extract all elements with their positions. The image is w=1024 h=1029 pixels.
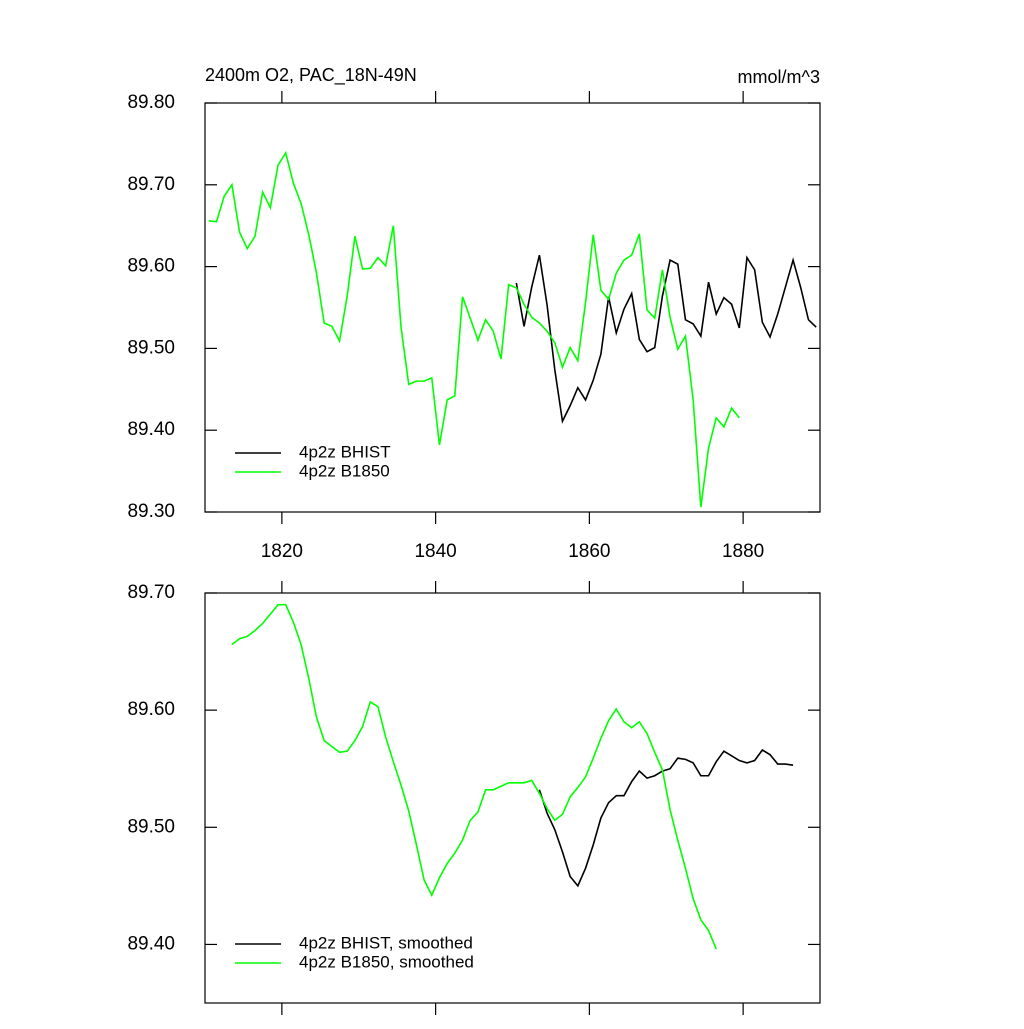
- y-tick-label: 89.40: [127, 419, 175, 440]
- legend-label: 4p2z BHIST: [299, 442, 391, 461]
- series-line: [231, 603, 717, 950]
- x-tick-label: 1820: [261, 541, 303, 562]
- x-tick-label: 1860: [568, 541, 610, 562]
- series-line: [515, 254, 817, 424]
- y-tick-label: 89.60: [127, 256, 175, 277]
- y-tick-label: 89.50: [127, 337, 175, 358]
- y-tick-label: 89.50: [127, 816, 175, 837]
- y-tick-label: 89.70: [127, 582, 175, 603]
- y-tick-label: 89.60: [127, 699, 175, 720]
- y-tick-label: 89.40: [127, 933, 175, 954]
- legend-label: 4p2z BHIST, smoothed: [299, 933, 473, 952]
- plot-frame: [204, 592, 821, 1004]
- y-tick-label: 89.70: [127, 174, 175, 195]
- y-tick-label: 89.30: [127, 501, 175, 522]
- series-line: [208, 150, 740, 508]
- y-tick-label: 89.80: [127, 92, 175, 113]
- series-line: [538, 748, 794, 888]
- legend-label: 4p2z B1850, smoothed: [299, 952, 474, 971]
- x-tick-label: 1840: [414, 541, 456, 562]
- chart-title: 2400m O2, PAC_18N-49N: [205, 65, 417, 86]
- legend-label: 4p2z B1850: [299, 461, 390, 480]
- x-tick-label: 1880: [722, 541, 764, 562]
- plot-frame: [204, 102, 821, 513]
- units-label: mmol/m^3: [738, 67, 820, 87]
